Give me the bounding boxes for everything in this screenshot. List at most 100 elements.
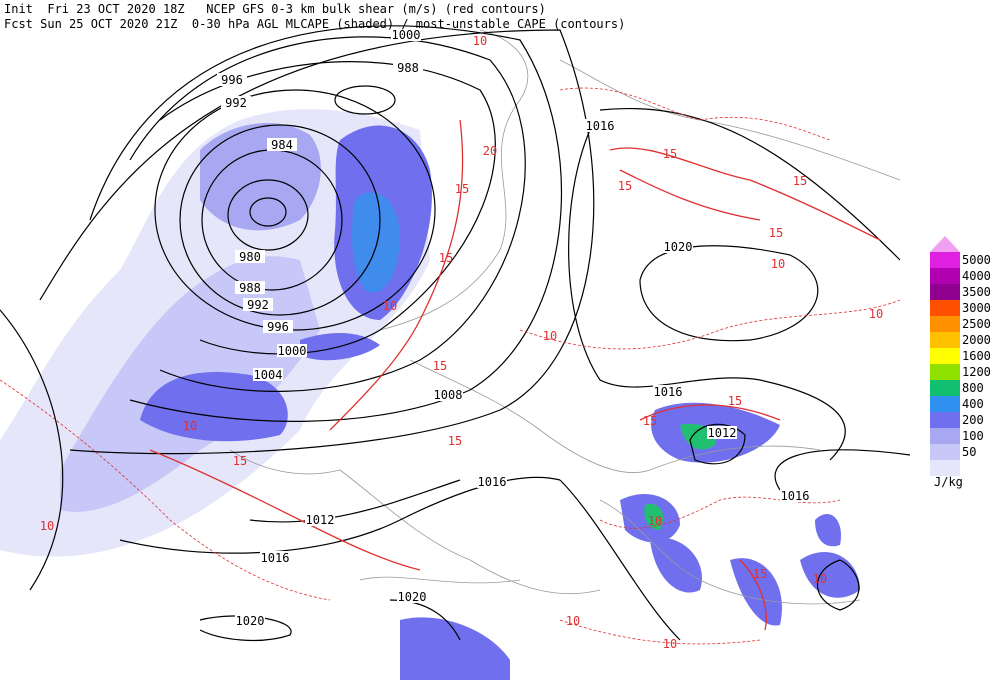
shear-contours: [0, 87, 901, 645]
isobar-label: 1016: [478, 475, 507, 489]
contour-labels: 1000 996 992 988 984 980 988 992 996 1000 1004 1008…: [40, 28, 883, 651]
shear-label: 15: [793, 174, 807, 188]
label-backdrop: [433, 388, 463, 401]
label-backdrop: [653, 385, 683, 398]
shear-label: 15: [618, 179, 632, 193]
label-backdrop: [243, 298, 273, 311]
isobar-label: 996: [267, 320, 289, 334]
label-backdrop: [263, 320, 293, 333]
colorbar-label: 5000: [962, 253, 991, 267]
isobar-label: 1000: [278, 344, 307, 358]
shear-label: 15: [663, 147, 677, 161]
label-backdrop: [277, 344, 307, 357]
isobar-label: 1016: [586, 119, 615, 133]
colorbar-box: [930, 428, 960, 444]
colorbar-label: 100: [962, 429, 984, 443]
isobar-label: 1004: [254, 368, 283, 382]
isobar-label: 996: [221, 73, 243, 87]
label-backdrop: [663, 240, 693, 253]
label-backdrop: [585, 119, 615, 132]
shear-label: 15: [455, 182, 469, 196]
colorbar-label: 4000: [962, 269, 991, 283]
colorbar-box: [930, 396, 960, 412]
shear-label: 15: [769, 226, 783, 240]
isobar-label: 992: [225, 96, 247, 110]
label-backdrop: [221, 96, 251, 109]
isobar-label: 992: [247, 298, 269, 312]
shear-label: 10: [40, 519, 54, 533]
shear-label: 10: [869, 307, 883, 321]
shear-label: 10: [566, 614, 580, 628]
header-line: Fcst Sun 25 OCT 2020 21Z 0-30 hPa AGL ML…: [4, 17, 625, 31]
label-backdrop: [477, 475, 507, 488]
colorbar-label: 2000: [962, 333, 991, 347]
isobar-label: 984: [271, 138, 293, 152]
label-backdrop: [267, 138, 297, 151]
shear-label: 15: [233, 454, 247, 468]
colorbar-box: [930, 364, 960, 380]
header-line: Init Fri 23 OCT 2020 18Z NCEP GFS 0-3 km…: [4, 2, 546, 16]
colorbar-label: 3000: [962, 301, 991, 315]
label-backdrop: [260, 551, 290, 564]
shear-label: 15: [643, 414, 657, 428]
shear-label: 20: [483, 144, 497, 158]
colorbar-box: [930, 252, 960, 268]
label-backdrop: [253, 368, 283, 381]
colorbar-box: [930, 316, 960, 332]
label-backdrop: [391, 28, 421, 41]
colorbar-label: 800: [962, 381, 984, 395]
shear-label: 15: [753, 567, 767, 581]
shear-label: 10: [663, 637, 677, 651]
label-backdrop: [397, 590, 427, 603]
isobar-label: 1020: [236, 614, 265, 628]
colorbar-box: [930, 348, 960, 364]
isobar-label: 1016: [781, 489, 810, 503]
shear-label: 10: [383, 299, 397, 313]
colorbar-box: [930, 380, 960, 396]
label-backdrop: [217, 73, 247, 86]
coastlines: [229, 29, 901, 605]
isobar-label: 1012: [306, 513, 335, 527]
colorbar-label: 1200: [962, 365, 991, 379]
shear-label: 15: [448, 434, 462, 448]
label-backdrop: [707, 426, 737, 439]
shear-label: 10: [648, 514, 662, 528]
isobar-label: 1012: [708, 426, 737, 440]
colorbar-label: 400: [962, 397, 984, 411]
isobar-label: 980: [239, 250, 261, 264]
shear-label: 15: [439, 251, 453, 265]
isobar-label: 988: [397, 61, 419, 75]
shear-label: 10: [813, 572, 827, 586]
colorbar-arrow: [930, 236, 960, 252]
colorbar-box: [930, 268, 960, 284]
label-backdrop: [235, 281, 265, 294]
colorbar-box: [930, 460, 960, 476]
isobar-label: 1016: [654, 385, 683, 399]
colorbar-box: [930, 412, 960, 428]
label-backdrop: [235, 614, 265, 627]
label-backdrop: [235, 250, 265, 263]
colorbar: 5000 4000 3500 3000 2500 2000 1600 1200 800 400 20…: [930, 236, 991, 489]
isobar-label: 1016: [261, 551, 290, 565]
colorbar-label: 50: [962, 445, 976, 459]
isobar-label: 1020: [664, 240, 693, 254]
cape-shading: [0, 109, 860, 680]
label-backdrop: [305, 513, 335, 526]
colorbar-label: 2500: [962, 317, 991, 331]
label-backdrop: [780, 489, 810, 502]
shear-label: 15: [433, 359, 447, 373]
isobar-label: 1000: [392, 28, 421, 42]
shear-label: 15: [728, 394, 742, 408]
colorbar-label: 200: [962, 413, 984, 427]
colorbar-unit: J/kg: [934, 475, 963, 489]
shear-label: 10: [183, 419, 197, 433]
shear-label: 10: [473, 34, 487, 48]
colorbar-label: 1600: [962, 349, 991, 363]
colorbar-box: [930, 284, 960, 300]
colorbar-box: [930, 300, 960, 316]
isobar-label: 988: [239, 281, 261, 295]
label-backdrop: [393, 61, 423, 74]
shear-label: 10: [771, 257, 785, 271]
isobar-label: 1020: [398, 590, 427, 604]
